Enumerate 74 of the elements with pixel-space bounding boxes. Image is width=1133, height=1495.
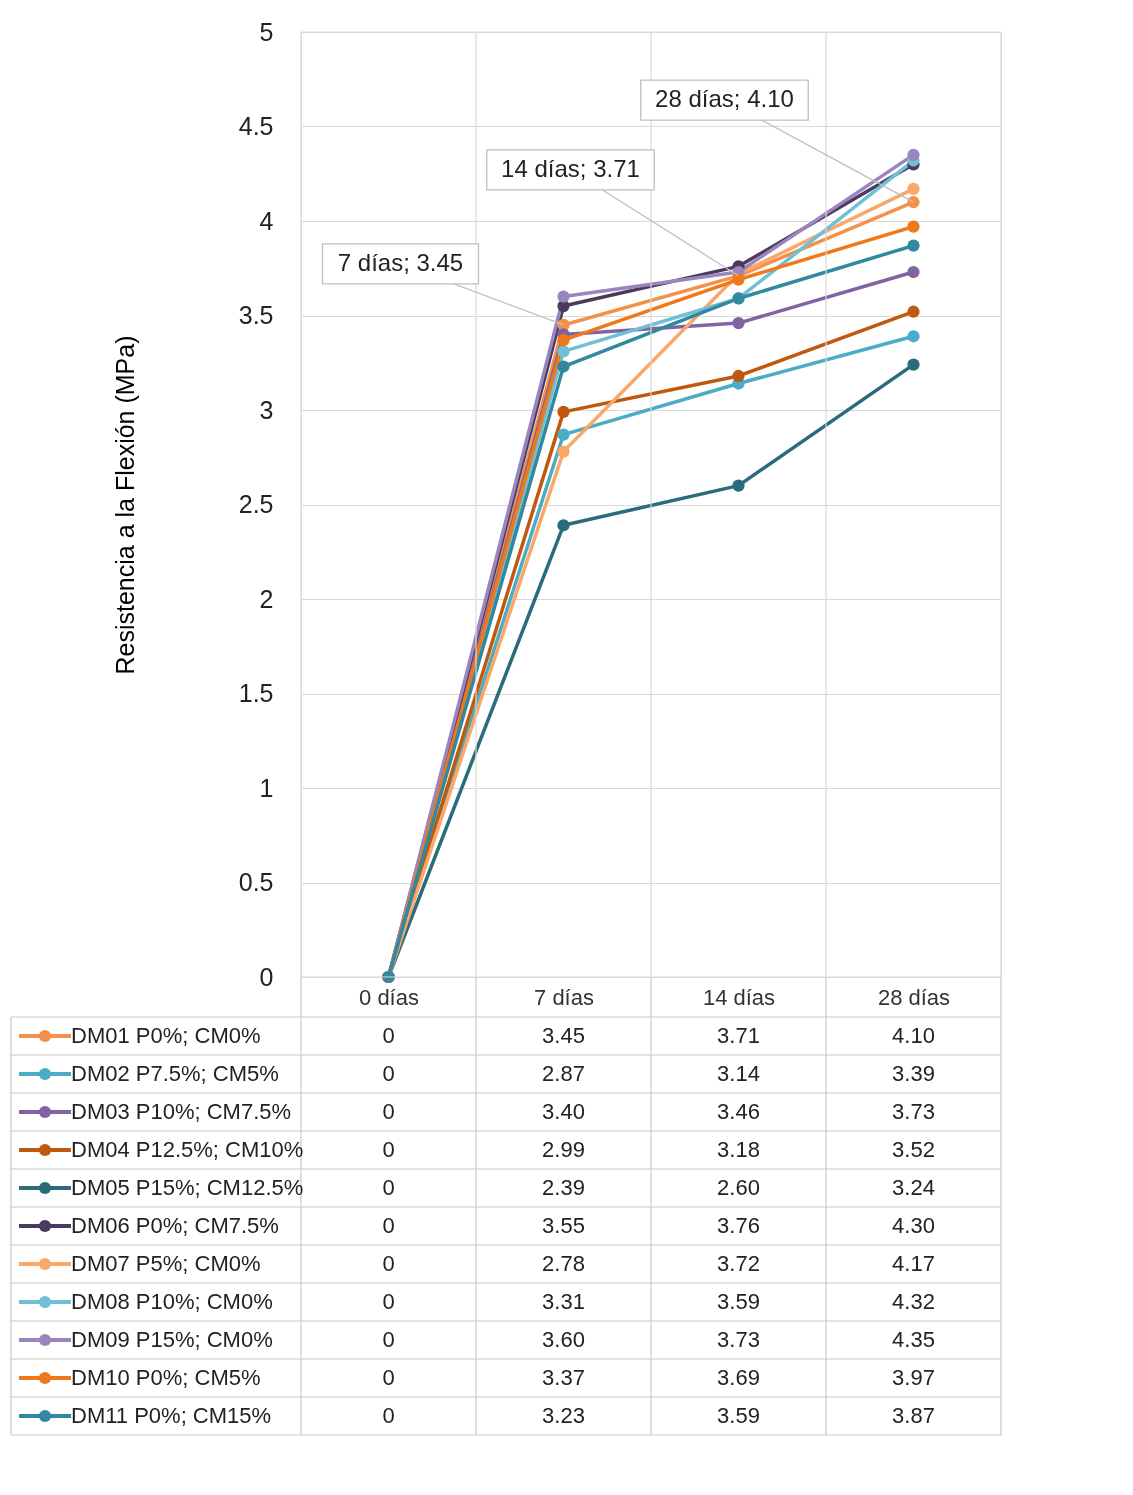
data-label: 4.30 xyxy=(892,1213,935,1238)
data-label: 3.72 xyxy=(717,1251,760,1276)
legend-label: DM07 P5%; CM0% xyxy=(71,1251,261,1276)
data-label: 3.87 xyxy=(892,1403,935,1428)
data-label: 3.73 xyxy=(892,1099,935,1124)
y-tick-label: 0 xyxy=(259,962,274,991)
data-label: 0 xyxy=(382,1175,395,1200)
legend-label: DM04 P12.5%; CM10% xyxy=(71,1137,304,1162)
y-tick-label: 0.5 xyxy=(238,868,274,896)
y-tick-label: 4.5 xyxy=(238,112,274,140)
data-label: 2.60 xyxy=(717,1175,760,1200)
data-label: 3.52 xyxy=(892,1137,935,1162)
y-tick-label: 3.5 xyxy=(238,301,274,329)
data-label: 0 xyxy=(382,1061,395,1086)
data-label: 3.14 xyxy=(717,1061,760,1086)
data-label: 0 xyxy=(382,1289,395,1314)
data-label: 2.39 xyxy=(542,1175,585,1200)
y-tick-label: 2.5 xyxy=(238,490,274,518)
data-label: 3.73 xyxy=(717,1327,760,1352)
y-tick-label: 2 xyxy=(259,584,274,613)
data-label: 3.71 xyxy=(717,1023,760,1048)
annotation: 28 días; 4.10 xyxy=(655,85,794,113)
data-label: 3.60 xyxy=(542,1327,585,1352)
data-label: 3.45 xyxy=(542,1023,585,1048)
y-axis-title: Resistencia a la Flexión (MPa) xyxy=(110,335,139,675)
data-label: 3.39 xyxy=(892,1061,935,1086)
data-label: 0 xyxy=(382,1365,395,1390)
data-label: 3.46 xyxy=(717,1099,760,1124)
data-label: 0 xyxy=(382,1327,395,1352)
data-label: 4.10 xyxy=(892,1023,935,1048)
x-tick-label: 14 días xyxy=(702,984,776,1010)
data-label: 0 xyxy=(382,1213,395,1238)
data-label: 0 xyxy=(382,1137,395,1162)
data-label: 0 xyxy=(382,1099,395,1124)
legend-label: DM01 P0%; CM0% xyxy=(71,1023,261,1048)
legend-label: DM03 P10%; CM7.5% xyxy=(71,1099,292,1124)
legend-label: DM11 P0%; CM15% xyxy=(71,1403,272,1428)
y-tick-label: 3 xyxy=(259,395,274,424)
annotation: 7 días; 3.45 xyxy=(337,248,464,276)
data-label: 3.76 xyxy=(717,1213,760,1238)
data-label: 3.40 xyxy=(542,1099,585,1124)
data-label: 3.55 xyxy=(542,1213,585,1238)
legend-label: DM02 P7.5%; CM5% xyxy=(71,1061,279,1086)
data-label: 0 xyxy=(382,1251,395,1276)
y-tick-label: 5 xyxy=(259,17,274,46)
annotation: 14 días; 3.71 xyxy=(501,154,640,182)
data-label: 0 xyxy=(382,1403,395,1428)
legend-label: DM10 P0%; CM5% xyxy=(71,1365,261,1390)
y-tick-label: 1.5 xyxy=(238,679,274,707)
data-label: 3.37 xyxy=(542,1365,585,1390)
y-tick-label: 4 xyxy=(259,206,274,235)
legend-label: DM05 P15%; CM12.5% xyxy=(71,1175,304,1200)
data-label: 3.69 xyxy=(717,1365,760,1390)
data-label: 3.59 xyxy=(717,1403,760,1428)
data-label: 2.87 xyxy=(542,1061,585,1086)
legend-label: DM06 P0%; CM7.5% xyxy=(71,1213,279,1238)
data-label: 3.97 xyxy=(892,1365,935,1390)
data-label: 3.31 xyxy=(542,1289,585,1314)
legend-label: DM09 P15%; CM0% xyxy=(71,1327,273,1352)
data-label: 3.18 xyxy=(717,1137,760,1162)
data-label: 3.23 xyxy=(542,1403,585,1428)
data-label: 4.35 xyxy=(892,1327,935,1352)
data-label: 3.59 xyxy=(717,1289,760,1314)
x-tick-label: 7 días xyxy=(534,984,594,1010)
data-label: 0 xyxy=(382,1023,395,1048)
data-label: 3.24 xyxy=(892,1175,935,1200)
legend-label: DM08 P10%; CM0% xyxy=(71,1289,273,1314)
y-tick-label: 1 xyxy=(259,773,274,802)
data-label: 2.78 xyxy=(542,1251,585,1276)
data-label: 4.32 xyxy=(892,1289,935,1314)
x-tick-label: 0 días xyxy=(359,984,419,1010)
x-tick-label: 28 días xyxy=(877,984,951,1010)
data-label: 2.99 xyxy=(542,1137,585,1162)
data-label: 4.17 xyxy=(892,1251,935,1276)
